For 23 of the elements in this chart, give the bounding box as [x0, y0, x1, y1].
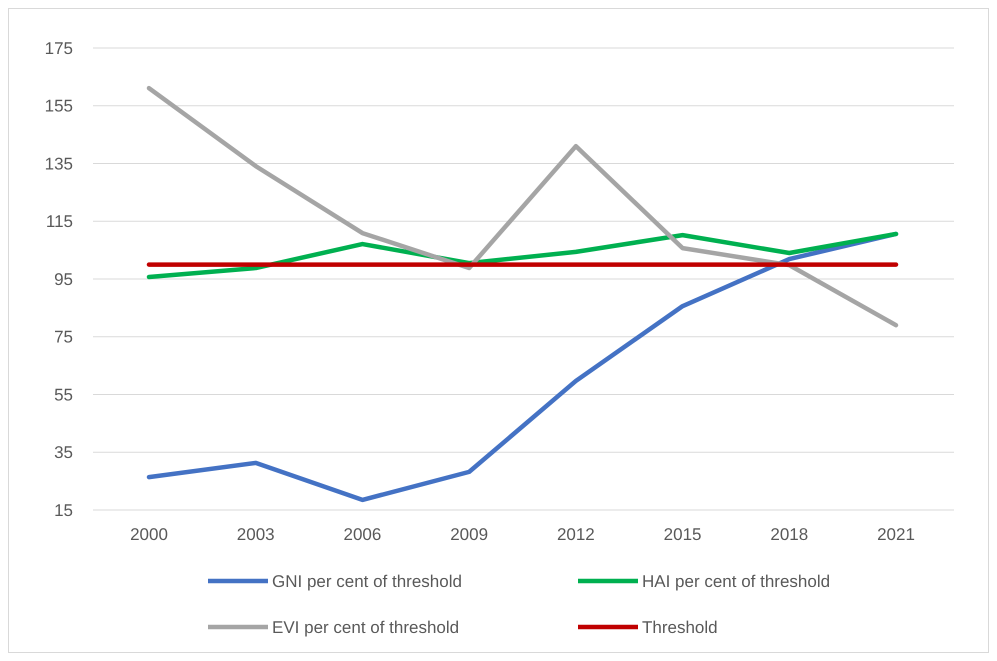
y-tick-label: 175: [44, 38, 73, 58]
y-tick-label: 15: [54, 500, 73, 520]
legend-label: Threshold: [642, 618, 718, 637]
y-tick-label: 135: [44, 154, 73, 174]
legend-label: HAI per cent of threshold: [642, 572, 830, 591]
y-tick-label: 95: [54, 270, 73, 289]
legend-label: EVI per cent of threshold: [272, 618, 460, 637]
x-tick-label: 2018: [770, 525, 808, 544]
legend-label: GNI per cent of threshold: [272, 572, 462, 591]
line-series: [146, 232, 898, 280]
y-tick-label: 75: [54, 328, 73, 347]
x-tick-label: 2021: [877, 525, 915, 544]
x-tick-label: 2009: [450, 525, 488, 544]
x-tick-label: 2015: [664, 525, 702, 544]
y-tick-label: 35: [54, 443, 73, 462]
y-tick-label: 55: [54, 385, 73, 404]
x-tick-label: 2012: [556, 525, 595, 544]
y-tick-label: 155: [44, 96, 73, 116]
x-tick-label: 2003: [236, 525, 275, 544]
x-tick-label: 2006: [344, 525, 382, 544]
line-series: [146, 86, 898, 328]
y-tick-label: 115: [46, 212, 73, 232]
x-tick-label: 2000: [130, 525, 168, 544]
